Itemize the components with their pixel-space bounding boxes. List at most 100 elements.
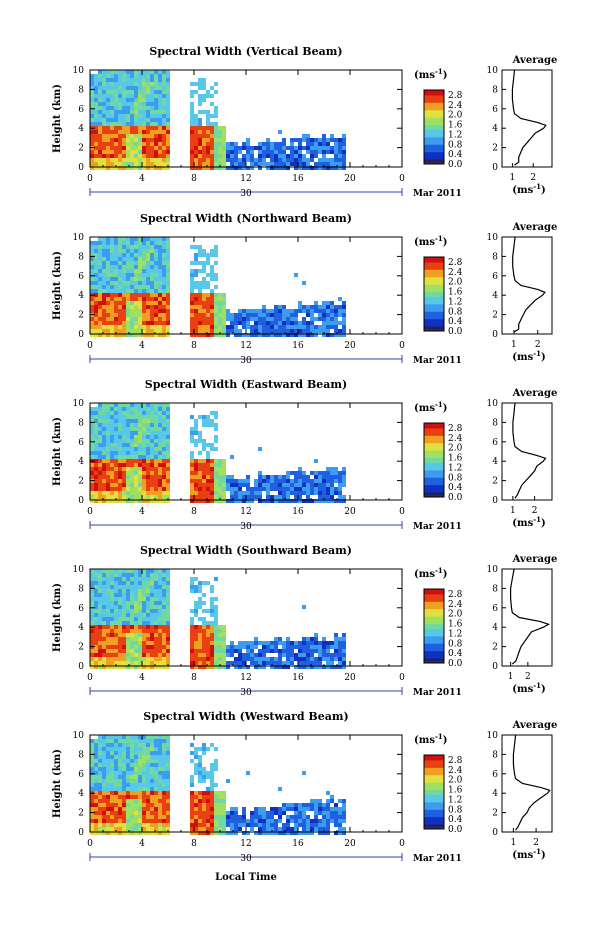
heatmap-cell	[318, 803, 322, 807]
heatmap-cell	[142, 743, 146, 747]
heatmap-cell	[122, 289, 126, 293]
heatmap-cell	[286, 831, 290, 835]
heatmap-cell	[102, 285, 106, 289]
profile-title: Average	[512, 388, 558, 399]
heatmap-cell	[330, 653, 334, 657]
heatmap-cell	[110, 649, 114, 653]
heatmap-cell	[242, 142, 246, 146]
heatmap-cell	[114, 90, 118, 94]
heatmap-cell	[202, 771, 206, 775]
heatmap-cell	[338, 491, 342, 495]
heatmap-cell	[158, 573, 162, 577]
heatmap-cell	[314, 142, 318, 146]
heatmap-cell	[126, 138, 130, 142]
heatmap-cell	[134, 495, 138, 499]
heatmap-cell	[114, 803, 118, 807]
heatmap-cell	[146, 637, 150, 641]
heatmap-cell	[210, 827, 214, 831]
heatmap-cell	[138, 783, 142, 787]
heatmap-cell	[310, 154, 314, 158]
heatmap-cell	[126, 245, 130, 249]
heatmap-cell	[98, 617, 102, 621]
colorbar-tick-label: 2.4	[448, 268, 463, 278]
heatmap-cell	[134, 90, 138, 94]
colorbar-tick-label: 2.8	[448, 590, 463, 600]
heatmap-cell	[238, 317, 242, 321]
heatmap-cell	[138, 629, 142, 633]
heatmap-cell	[214, 475, 218, 479]
heatmap-cell	[150, 641, 154, 645]
heatmap-cell	[166, 467, 170, 471]
heatmap-cell	[102, 573, 106, 577]
heatmap-cell	[118, 617, 122, 621]
heatmap-cell	[226, 819, 230, 823]
heatmap-cell	[286, 333, 290, 337]
heatmap-cell	[254, 487, 258, 491]
heatmap-cell	[166, 138, 170, 142]
heatmap-cell	[110, 134, 114, 138]
heatmap-cell	[154, 585, 158, 589]
heatmap-cell	[330, 819, 334, 823]
heatmap-cell	[314, 305, 318, 309]
colorbar-segment	[424, 112, 444, 116]
heatmap-cell	[270, 146, 274, 150]
heatmap-cell	[198, 459, 202, 463]
heatmap-cell	[90, 589, 94, 593]
heatmap-cell	[306, 475, 310, 479]
heatmap-cell	[262, 479, 266, 483]
heatmap-cell	[326, 649, 330, 653]
heatmap-cell	[270, 313, 274, 317]
heatmap-cell	[206, 645, 210, 649]
colorbar-unit: (ms-1)	[414, 234, 447, 248]
heatmap-cell	[110, 281, 114, 285]
heatmap-cell	[314, 483, 318, 487]
heatmap-cell	[334, 467, 338, 471]
heatmap-cell	[202, 815, 206, 819]
heatmap-cell	[286, 665, 290, 669]
heatmap-cell	[270, 166, 274, 170]
heatmap-cell	[214, 665, 218, 669]
colorbar-segment	[424, 596, 444, 600]
heatmap-cell	[158, 767, 162, 771]
heatmap-cell	[114, 775, 118, 779]
heatmap-cell	[194, 811, 198, 815]
heatmap-cell	[98, 237, 102, 241]
heatmap-cell	[298, 329, 302, 333]
heatmap-cell	[146, 791, 150, 795]
heatmap-cell	[98, 653, 102, 657]
heatmap-cell	[122, 463, 126, 467]
profile-y-tick-label: 6	[492, 770, 498, 780]
heatmap-cell	[294, 665, 298, 669]
heatmap-cell	[190, 791, 194, 795]
heatmap-cell	[126, 759, 130, 763]
heatmap-cell	[150, 589, 154, 593]
heatmap-cell	[154, 126, 158, 130]
colorbar-segment	[424, 809, 444, 813]
heatmap-cell	[330, 333, 334, 337]
heatmap-cell	[202, 86, 206, 90]
heatmap-cell	[142, 475, 146, 479]
colorbar-frame	[423, 89, 445, 165]
heatmap-cell	[262, 154, 266, 158]
heatmap-cell	[130, 463, 134, 467]
heatmap-cell	[222, 641, 226, 645]
heatmap-cell	[334, 138, 338, 142]
heatmap-cell	[146, 597, 150, 601]
heatmap-cell	[166, 313, 170, 317]
heatmap-cell	[126, 110, 130, 114]
heatmap-cell	[234, 158, 238, 162]
heatmap-cell	[274, 146, 278, 150]
heatmap-cell	[342, 827, 346, 831]
heatmap-cell	[322, 653, 326, 657]
heatmap-cell	[158, 747, 162, 751]
heatmap-cell	[194, 807, 198, 811]
heatmap-cell	[190, 823, 194, 827]
heatmap-cell	[158, 427, 162, 431]
heatmap-cell	[118, 775, 122, 779]
heatmap-cell	[154, 831, 158, 835]
heatmap-cell	[106, 285, 110, 289]
heatmap-cell	[190, 94, 194, 98]
heatmap-cell	[278, 641, 282, 645]
heatmap-cell	[110, 78, 114, 82]
heatmap-cell	[302, 166, 306, 170]
